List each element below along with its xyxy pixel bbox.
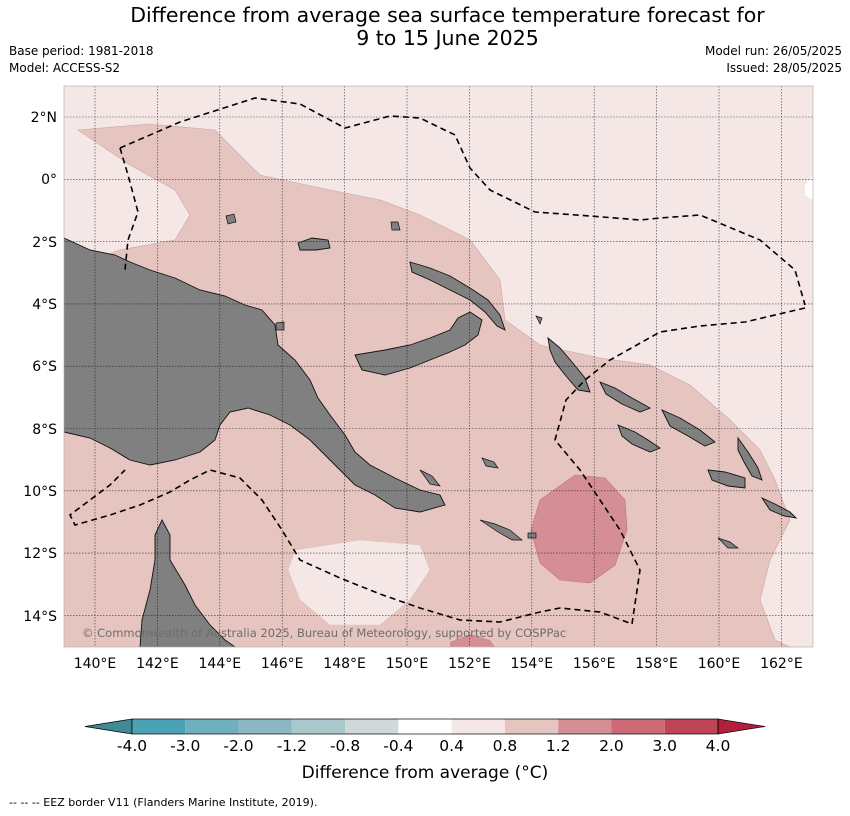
lon-label: 148°E	[323, 656, 366, 672]
colorbar-extend-low	[84, 718, 133, 735]
land-new-georgia	[617, 424, 661, 453]
anomaly-band-0-4-0-8-east	[780, 500, 813, 620]
lon-label: 140°E	[74, 656, 117, 672]
anomaly-band-1-2-2-0	[530, 474, 628, 584]
anomaly-band-1-2-2-0-south	[450, 634, 495, 647]
lat-label: 4°S	[32, 297, 57, 313]
colorbar-tick-label: -0.8	[329, 737, 361, 755]
land-santa-isabel	[661, 409, 716, 447]
graticule	[64, 86, 813, 647]
colorbar-segment	[398, 719, 452, 734]
colorbar-tick-label: 4.0	[705, 737, 731, 755]
colorbar-segment	[611, 719, 665, 734]
colorbar-title: Difference from average (°C)	[301, 763, 549, 783]
land-new-britain	[354, 311, 483, 376]
latitude-labels: 2°N 0° 2°S 4°S 6°S 8°S 10°S 12°S 14°S	[23, 110, 57, 625]
meta-right: Model run: 26/05/2025 Issued: 28/05/2025	[705, 43, 842, 77]
model-run: Model run: 26/05/2025	[704, 44, 842, 58]
colorbar-segment	[664, 719, 718, 734]
eez-borders	[68, 97, 806, 626]
colorbar-tick-label: -4.0	[116, 737, 148, 755]
chart-title: Difference from average sea surface temp…	[0, 4, 850, 50]
lon-label: 154°E	[511, 656, 554, 672]
eez-border-east	[68, 307, 806, 626]
lat-label: 2°S	[32, 235, 57, 251]
colorbar-tick-label: 0.8	[492, 737, 518, 755]
colorbar-tick-label: -1.2	[276, 737, 307, 755]
lat-label: 8°S	[32, 422, 57, 438]
colorbar	[84, 718, 766, 735]
colorbar-tick-label: 1.2	[545, 737, 571, 755]
land-choiseul	[599, 381, 652, 413]
land-louisiade	[479, 519, 523, 541]
lat-label: 14°S	[23, 609, 57, 625]
lon-label: 156°E	[573, 656, 616, 672]
longitude-labels: 140°E 142°E 144°E 146°E 148°E 150°E 152°…	[74, 656, 803, 672]
colorbar-extend-high	[717, 718, 766, 735]
colorbar-segment	[238, 719, 292, 734]
land-makira	[760, 496, 798, 519]
lon-label: 146°E	[261, 656, 304, 672]
colorbar-segment	[132, 719, 186, 734]
colorbar-tick-label: -0.4	[383, 737, 414, 755]
map-frame	[63, 85, 814, 648]
colorbar-segment	[185, 719, 239, 734]
map-plot-area	[64, 86, 813, 647]
colorbar-segment	[345, 719, 399, 734]
anomaly-band-0-4-0-8-south	[287, 539, 431, 626]
lat-label: 2°N	[31, 110, 57, 126]
lon-label: 160°E	[698, 656, 741, 672]
lon-label: 162°E	[760, 656, 803, 672]
colorbar-segment	[291, 719, 346, 734]
colorbar-frame	[131, 718, 719, 735]
lon-label: 142°E	[136, 656, 179, 672]
eez-border-png	[119, 97, 806, 306]
land-rennell	[717, 537, 740, 549]
lon-label: 144°E	[199, 656, 242, 672]
title-line-1: Difference from average sea surface temp…	[130, 3, 765, 27]
land-small-islands	[225, 213, 543, 539]
title-line-2: 9 to 15 June 2025	[356, 26, 539, 50]
colorbar-segment	[558, 719, 612, 734]
lon-label: 152°E	[448, 656, 491, 672]
lat-label: 0°	[41, 172, 57, 188]
land-manus	[297, 237, 331, 251]
lon-label: 158°E	[635, 656, 678, 672]
colorbar-tick-label: -3.0	[170, 737, 201, 755]
colorbar-segment	[451, 719, 505, 734]
land-dentrecasteaux	[419, 457, 499, 487]
model-name: Model: ACCESS-S2	[9, 61, 121, 75]
lat-label: 10°S	[23, 484, 57, 500]
colorbar-segment	[504, 719, 559, 734]
land-guadalcanal	[707, 469, 746, 489]
eez-legend-note: -- -- -- EEZ border V11 (Flanders Marine…	[9, 796, 318, 809]
meta-left: Base period: 1981-2018 Model: ACCESS-S2	[9, 43, 154, 77]
land-malaita	[737, 436, 763, 481]
lon-label: 150°E	[386, 656, 429, 672]
land-bougainville	[547, 336, 591, 393]
copyright-notice: © Commonwealth of Australia 2025, Bureau…	[82, 626, 567, 640]
lat-label: 6°S	[32, 359, 57, 375]
colorbar-tick-label: -2.0	[223, 737, 254, 755]
land-new-ireland	[409, 261, 506, 331]
lat-label: 12°S	[23, 546, 57, 562]
colorbar-tick-label: 2.0	[599, 737, 624, 755]
colorbar-tick-label: 3.0	[652, 737, 678, 755]
colorbar-tick-label: 0.4	[439, 737, 464, 755]
issued-date: Issued: 28/05/2025	[726, 61, 842, 75]
land-new-guinea	[64, 237, 446, 513]
base-period: Base period: 1981-2018	[9, 44, 154, 58]
anomaly-band-neutral-ne	[805, 175, 813, 200]
